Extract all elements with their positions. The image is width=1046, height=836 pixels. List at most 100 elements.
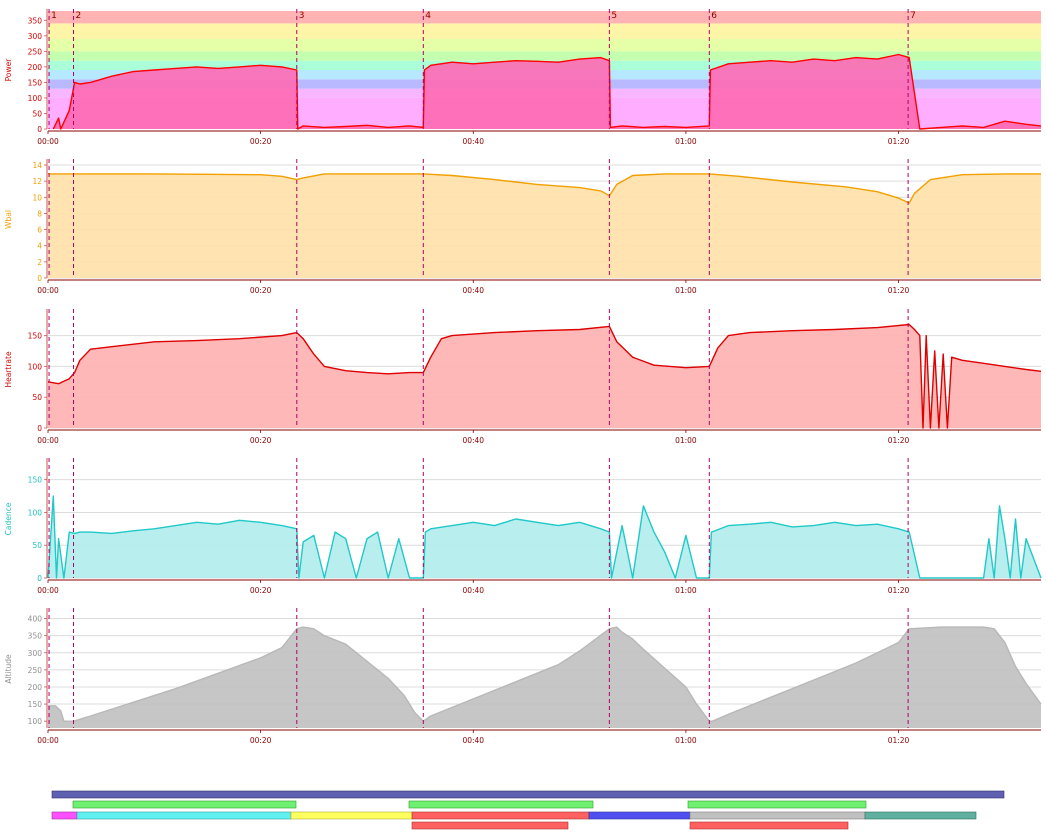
interval-bars — [51, 790, 1005, 830]
interval-bar-zone-f[interactable] — [689, 811, 866, 820]
power-zone-band — [48, 11, 1041, 24]
altitude-ylabel: Altitude — [4, 654, 13, 684]
wbal-x-tick-label: 01:20 — [888, 286, 910, 295]
interval-bar-peak-2[interactable] — [689, 821, 849, 830]
cadence-x-tick-label: 00:40 — [462, 586, 484, 595]
panel-wbal: 0 2 4 6 8 10 12 14 Wbal 00:00 00:20 00:40 01:00 01:20 — [4, 159, 1041, 295]
interval-label: 7 — [910, 11, 916, 21]
wbal-y-tick-label: 14 — [32, 161, 42, 170]
wbal-x-tick-label: 01:00 — [675, 286, 697, 295]
altitude-y-tick-label: 250 — [28, 666, 43, 675]
heartrate-ylabel: Heartrate — [4, 351, 13, 387]
cadence-y-tick-label: 50 — [32, 541, 42, 550]
power-x-tick-label: 00:20 — [250, 137, 272, 146]
altitude-x-tick-label: 00:00 — [37, 736, 59, 745]
interval-bar-zone-c[interactable] — [290, 811, 413, 820]
altitude-line — [48, 626, 1042, 722]
interval-bar-effort-3[interactable] — [687, 800, 867, 809]
power-y-tick-label: 200 — [28, 63, 43, 72]
heartrate-line — [47, 323, 1042, 429]
power-y-tick-label: 100 — [28, 94, 43, 103]
power-zone-band — [48, 51, 1041, 61]
power-line — [52, 53, 1042, 130]
heartrate-area — [48, 324, 1041, 428]
heartrate-y-tick-label: 100 — [28, 362, 43, 371]
wbal-y-tick-label: 6 — [37, 226, 42, 235]
wbal-ylabel: Wbal — [4, 210, 13, 229]
interval-bar-overall[interactable] — [51, 790, 1005, 799]
interval-label: 4 — [425, 11, 431, 21]
cadence-x-tick-label: 01:20 — [888, 586, 910, 595]
panel-altitude: 100 150 200 250 300 350 400 Altitude 00:00 00:20 0… — [4, 608, 1042, 745]
wbal-x-tick-label: 00:40 — [462, 286, 484, 295]
wbal-y-tick-label: 0 — [37, 274, 42, 283]
heartrate-x-tick-label: 01:00 — [675, 436, 697, 445]
wbal-line — [48, 173, 1041, 204]
power-area — [53, 54, 1042, 129]
power-x-tick-label: 00:00 — [37, 137, 59, 146]
interval-label: 2 — [76, 11, 82, 21]
cadence-area — [48, 496, 1041, 578]
altitude-x-tick-label: 01:00 — [675, 736, 697, 745]
altitude-y-tick-label: 400 — [28, 615, 43, 624]
interval-label: 3 — [299, 11, 305, 21]
panel-cadence: 0 50 100 150 Cadence 00:00 00:20 00:40 01:00 01:2… — [4, 458, 1042, 595]
cadence-y-tick-label: 100 — [28, 508, 43, 517]
heartrate-x-tick-label: 00:00 — [37, 436, 59, 445]
heartrate-y-tick-label: 50 — [32, 393, 42, 402]
power-y-tick-label: 0 — [37, 125, 42, 134]
altitude-y-tick-label: 100 — [28, 717, 43, 726]
heartrate-x-tick-label: 00:40 — [462, 436, 484, 445]
interval-bar-zone-a[interactable] — [51, 811, 78, 820]
interval-bar-zone-b[interactable] — [76, 811, 292, 820]
interval-label: 5 — [611, 11, 617, 21]
altitude-y-tick-label: 200 — [28, 683, 43, 692]
cadence-x-tick-label: 00:00 — [37, 586, 59, 595]
wbal-area — [48, 173, 1041, 278]
cadence-y-tick-label: 150 — [28, 476, 43, 485]
power-ylabel: Power — [4, 58, 13, 82]
power-y-tick-label: 150 — [28, 78, 43, 87]
interval-label: 6 — [711, 11, 717, 21]
interval-bar-zone-e[interactable] — [588, 811, 691, 820]
altitude-x-tick-label: 01:20 — [888, 736, 910, 745]
cadence-line — [47, 495, 1042, 579]
altitude-y-tick-label: 150 — [28, 700, 43, 709]
cadence-ylabel: Cadence — [4, 502, 13, 535]
altitude-x-tick-label: 00:20 — [250, 736, 272, 745]
panel-power: 0 50 100 150 200 250 300 350 Power 00:00 00:20 00:4… — [4, 9, 1042, 146]
wbal-y-tick-label: 2 — [37, 258, 42, 267]
heartrate-y-tick-label: 150 — [28, 332, 43, 341]
interval-bar-effort-2[interactable] — [408, 800, 594, 809]
heartrate-x-tick-label: 00:20 — [250, 436, 272, 445]
interval-bar-zone-g[interactable] — [864, 811, 977, 820]
wbal-y-tick-label: 10 — [32, 193, 42, 202]
power-x-tick-label: 00:40 — [462, 137, 484, 146]
heartrate-x-tick-label: 01:20 — [888, 436, 910, 445]
altitude-x-tick-label: 00:40 — [462, 736, 484, 745]
altitude-y-tick-label: 350 — [28, 632, 43, 641]
power-x-tick-label: 01:20 — [888, 137, 910, 146]
altitude-y-tick-label: 300 — [28, 649, 43, 658]
cadence-y-tick-label: 0 — [37, 574, 42, 583]
power-y-tick-label: 50 — [32, 109, 42, 118]
wbal-x-tick-label: 00:20 — [250, 286, 272, 295]
cadence-x-tick-label: 00:20 — [250, 586, 272, 595]
power-zone-band — [48, 38, 1041, 52]
panel-heartrate: 0 50 100 150 Heartrate 00:00 00:20 00:40 01:00 01… — [4, 309, 1042, 445]
wbal-y-tick-label: 12 — [32, 177, 42, 186]
power-y-tick-label: 250 — [28, 47, 43, 56]
power-y-tick-label: 350 — [28, 16, 43, 25]
wbal-x-tick-label: 00:00 — [37, 286, 59, 295]
interval-label: 1 — [51, 11, 57, 21]
cadence-x-tick-label: 01:00 — [675, 586, 697, 595]
power-y-tick-label: 300 — [28, 32, 43, 41]
interval-bar-peak-1[interactable] — [411, 821, 569, 830]
interval-bar-effort-1[interactable] — [72, 800, 297, 809]
heartrate-y-tick-label: 0 — [37, 424, 42, 433]
altitude-area — [48, 627, 1041, 728]
wbal-y-tick-label: 8 — [37, 209, 42, 218]
wbal-y-tick-label: 4 — [37, 242, 42, 251]
interval-bar-zone-d[interactable] — [411, 811, 590, 820]
